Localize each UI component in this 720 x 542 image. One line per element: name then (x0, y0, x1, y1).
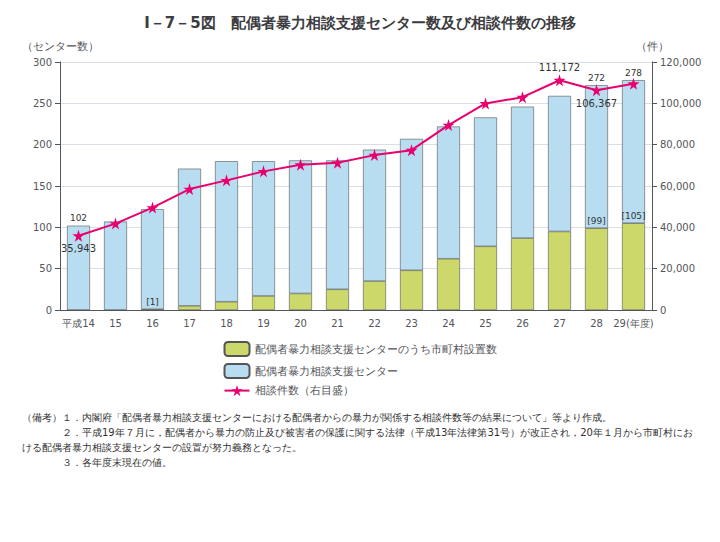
svg-text:111,172: 111,172 (539, 62, 580, 73)
svg-text:21: 21 (331, 318, 344, 329)
svg-text:３．各年度末現在の値。: ３．各年度末現在の値。 (22, 457, 172, 468)
svg-text:100: 100 (33, 222, 52, 233)
svg-text:20,000: 20,000 (660, 263, 695, 274)
svg-text:[105]: [105] (621, 211, 645, 221)
svg-text:（備考）１．内閣府「配偶者暴力相談支援センターにおける配偶者: （備考）１．内閣府「配偶者暴力相談支援センターにおける配偶者からの暴力が関係する… (22, 412, 612, 423)
svg-text:（件）: （件） (636, 40, 669, 53)
svg-text:２．平成19年７月に，配偶者から暴力の防止及び被害者の保護に: ２．平成19年７月に，配偶者から暴力の防止及び被害者の保護に関する法律（平成13… (22, 427, 693, 438)
svg-text:26: 26 (516, 318, 529, 329)
svg-text:60,000: 60,000 (660, 181, 695, 192)
svg-text:配偶者暴力相談支援センターのうち市町村設置数: 配偶者暴力相談支援センターのうち市町村設置数 (255, 343, 497, 356)
svg-text:50: 50 (39, 263, 52, 274)
svg-text:150: 150 (33, 181, 52, 192)
svg-text:22: 22 (368, 318, 381, 329)
svg-text:平成14: 平成14 (62, 318, 95, 329)
svg-text:80,000: 80,000 (660, 139, 695, 150)
svg-text:0: 0 (660, 305, 666, 316)
svg-text:200: 200 (33, 139, 52, 150)
svg-text:相談件数（右目盛）: 相談件数（右目盛） (255, 384, 354, 397)
svg-text:27: 27 (553, 318, 566, 329)
svg-text:35,943: 35,943 (61, 243, 96, 254)
svg-text:20: 20 (294, 318, 307, 329)
svg-text:[99]: [99] (587, 216, 605, 226)
svg-text:23: 23 (405, 318, 418, 329)
svg-text:19: 19 (257, 318, 270, 329)
svg-text:18: 18 (220, 318, 233, 329)
svg-text:272: 272 (588, 73, 605, 83)
svg-text:278: 278 (625, 68, 642, 78)
svg-text:120,000: 120,000 (660, 57, 701, 68)
svg-text:300: 300 (33, 57, 52, 68)
svg-text:（センター数）: （センター数） (22, 40, 99, 53)
svg-text:250: 250 (33, 98, 52, 109)
svg-text:16: 16 (146, 318, 159, 329)
svg-text:29(年度): 29(年度) (613, 318, 654, 329)
svg-text:24: 24 (442, 318, 455, 329)
svg-text:100,000: 100,000 (660, 98, 701, 109)
svg-text:102: 102 (70, 213, 87, 223)
svg-text:ける配偶者暴力相談支援センターの設置が努力義務となった。: ける配偶者暴力相談支援センターの設置が努力義務となった。 (22, 442, 302, 453)
svg-text:106,367: 106,367 (576, 98, 617, 109)
svg-text:17: 17 (183, 318, 196, 329)
svg-text:0: 0 (46, 305, 52, 316)
svg-text:[1]: [1] (146, 297, 159, 307)
svg-text:配偶者暴力相談支援センター: 配偶者暴力相談支援センター (255, 365, 398, 378)
svg-text:15: 15 (109, 318, 122, 329)
svg-text:28: 28 (590, 318, 603, 329)
svg-text:I－7－5図 配偶者暴力相談支援センター数及び相談件数の推移: I－7－5図 配偶者暴力相談支援センター数及び相談件数の推移 (144, 14, 575, 32)
svg-text:25: 25 (479, 318, 492, 329)
svg-text:40,000: 40,000 (660, 222, 695, 233)
